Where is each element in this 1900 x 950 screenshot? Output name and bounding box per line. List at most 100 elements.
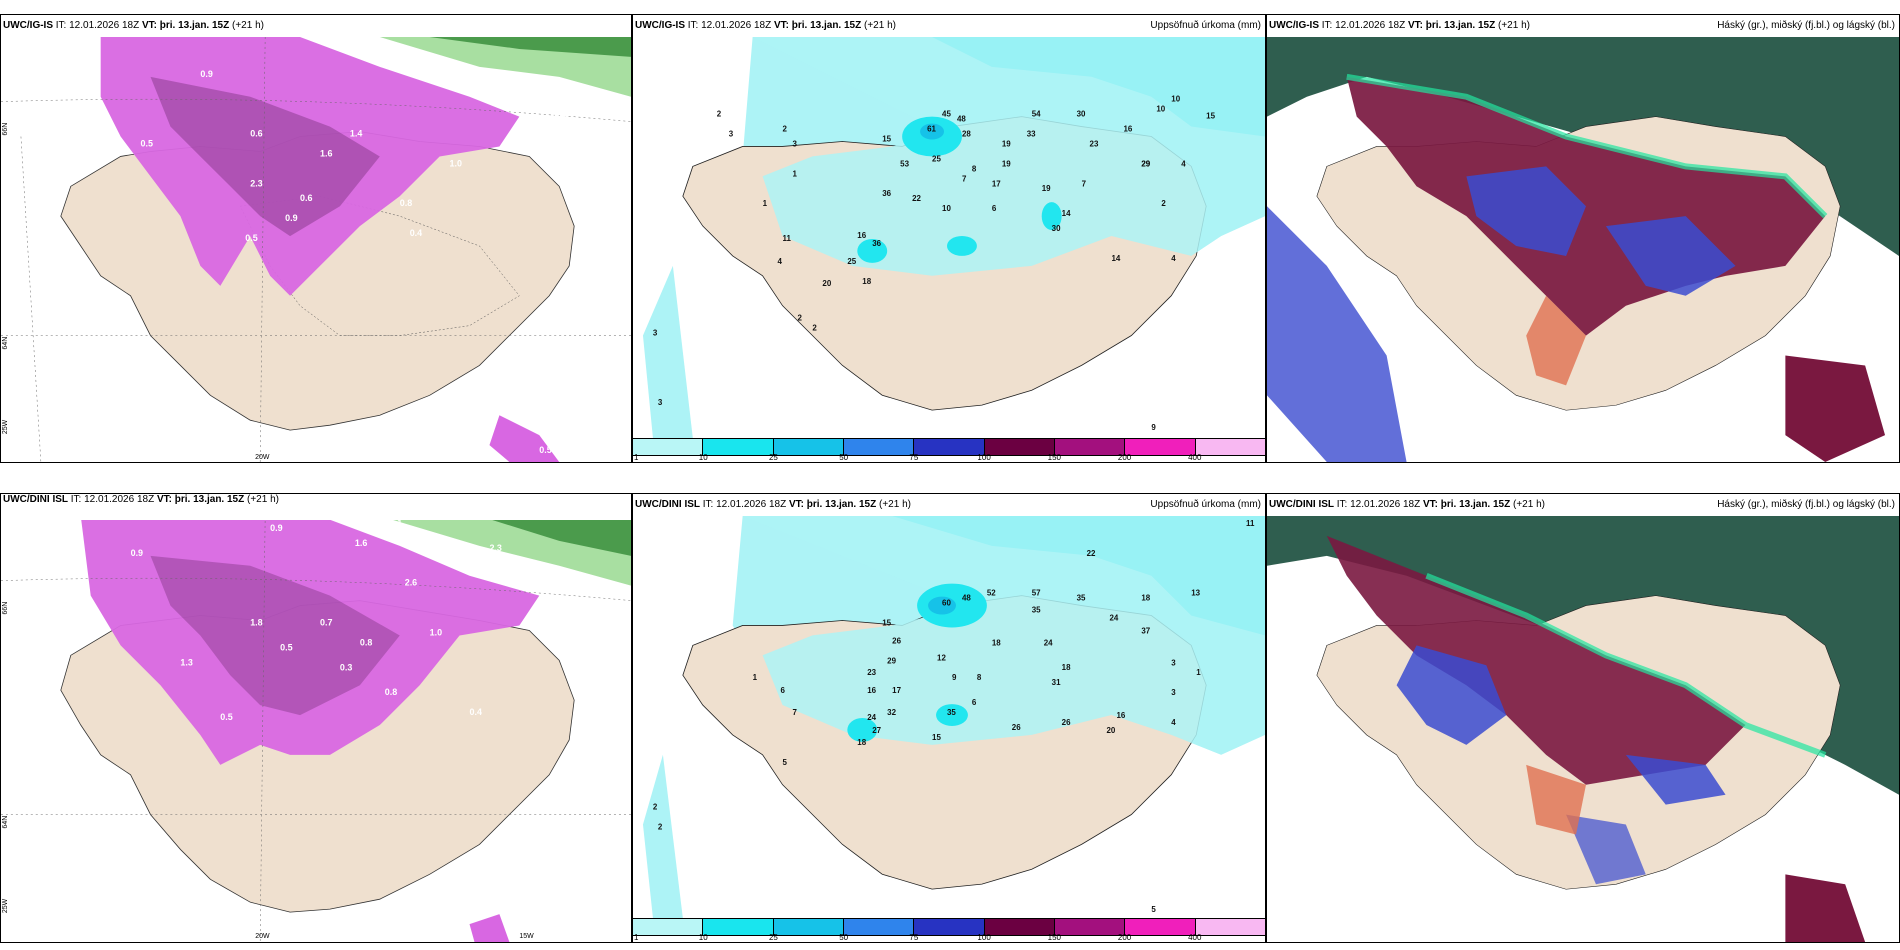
lead-time: (+21 h) [879, 499, 911, 510]
value-label: 0.9 [200, 69, 212, 79]
value-label: 7 [792, 708, 797, 717]
vt-value: þri. 13.jan. 15Z [791, 20, 862, 31]
value-label: 0.9 [131, 548, 143, 558]
value-label: 10 [942, 204, 951, 213]
value-label: 9 [952, 673, 957, 682]
it-label: IT: [702, 499, 714, 510]
panel-bottom-middle: UWC/DINI ISL IT: 12.01.2026 18Z VT: þri.… [632, 493, 1266, 943]
colorbar-label: 150 [1047, 933, 1062, 942]
value-label: 2.3 [489, 543, 501, 553]
value-label: 1.6 [355, 538, 367, 548]
panel-title: Uppsöfnuð úrkoma (mm) [1150, 499, 1261, 510]
value-label: 23 [1090, 139, 1099, 148]
value-label: 1 [763, 199, 768, 208]
value-label: 3 [1171, 688, 1176, 697]
value-label: 24 [1109, 613, 1118, 622]
colorbar-label: 400 [1188, 453, 1202, 462]
colorbar-swatch [1125, 919, 1196, 935]
panel-header: UWC/IG-IS IT: 12.01.2026 18Z VT: þri. 13… [1267, 15, 1899, 37]
value-label: 0.6 [250, 129, 262, 139]
value-label: 52 [987, 589, 996, 598]
colorbar-swatch [984, 919, 1055, 935]
value-label: 10 [1171, 95, 1180, 104]
value-label: 0.3 [340, 662, 352, 672]
value-label: 0.4 [410, 228, 422, 238]
model-name: UWC/DINI ISL [635, 499, 700, 510]
value-label: 2 [1161, 199, 1166, 208]
value-label: 7 [962, 174, 967, 183]
value-label: 7 [1082, 179, 1087, 188]
value-label: 6 [972, 698, 977, 707]
colorbar-label: 100 [977, 933, 991, 942]
value-label: 3 [792, 139, 797, 148]
precip-values: 0.9 1.1 1.6 2.3 0.9 2.6 2.6 1.8 0.5 0.3 … [131, 518, 582, 722]
colorbar-label: 200 [1117, 933, 1132, 942]
colorbar-swatch [984, 439, 1055, 455]
colorbar-swatch [843, 919, 915, 935]
value-label: 0.5 [141, 138, 153, 148]
value-label: 18 [1141, 594, 1150, 603]
colorbar-swatch [703, 439, 774, 455]
precip-values: 2 3 2 3 15 45 48 61 54 30 19 28 10 10 15… [653, 95, 1216, 432]
precip-values: 15 26 29 23 60 48 52 57 35 35 24 22 11 1… [653, 519, 1255, 914]
colorbar-label: 50 [839, 933, 849, 942]
value-label: 54 [1032, 110, 1041, 119]
value-label: 0.8 [360, 637, 372, 647]
model-name: UWC/DINI ISL [3, 494, 68, 505]
value-label: 2 [797, 314, 802, 323]
value-label: 60 [942, 599, 951, 608]
value-label: 6 [781, 686, 786, 695]
colorbar-swatches [633, 918, 1265, 936]
value-label: 33 [1027, 130, 1036, 139]
vt-value: þri. 13.jan. 15Z [159, 20, 230, 31]
value-label: 31 [1052, 678, 1061, 687]
value-label: 32 [887, 708, 896, 717]
it-value: 12.01.2026 18Z [701, 20, 772, 31]
value-label: 9 [1151, 423, 1156, 432]
value-label: 2 [783, 125, 788, 134]
colorbar-legend: 1 10 25 50 75 100 150 200 400 [633, 438, 1265, 462]
vt-value: þri. 13.jan. 15Z [174, 494, 245, 505]
value-label: 0.8 [385, 687, 397, 697]
axis-label-20w: 20W [255, 933, 270, 940]
value-label: 17 [992, 179, 1001, 188]
value-label: 0.6 [300, 193, 312, 203]
colorbar-swatch [1195, 439, 1265, 455]
value-label: 2.3 [250, 178, 262, 188]
value-label: 25 [847, 257, 856, 266]
value-label: 18 [862, 277, 871, 286]
it-label: IT: [687, 20, 699, 31]
value-label: 25 [932, 154, 941, 163]
panel-bottom-right: UWC/DINI ISL IT: 12.01.2026 18Z VT: þri.… [1266, 493, 1900, 943]
value-label: 18 [857, 738, 866, 747]
panel-top-left: UWC/IG-IS IT: 12.01.2026 18Z VT: þri. 13… [0, 14, 632, 463]
value-label: 11 [1246, 519, 1255, 528]
colorbar-label: 400 [1188, 933, 1202, 942]
model-name: UWC/IG-IS [635, 20, 685, 31]
value-label: 22 [912, 194, 921, 203]
value-label: 36 [882, 189, 891, 198]
value-label: 13 [1191, 589, 1200, 598]
vt-label: VT: [788, 499, 804, 510]
value-label: 1.3 [180, 657, 192, 667]
value-label: 5 [1151, 905, 1156, 914]
value-label: 1.0 [450, 158, 462, 168]
value-label: 30 [1077, 110, 1086, 119]
colorbar-label: 1 [634, 453, 639, 462]
value-label: 0.5 [539, 445, 551, 455]
axis-label-64n: 64N [2, 337, 9, 350]
value-label: 0.5 [280, 642, 292, 652]
colorbar-label: 1 [634, 933, 639, 942]
value-label: 16 [857, 231, 866, 240]
value-label: 27 [872, 726, 881, 735]
value-label: 30 [1052, 224, 1061, 233]
value-label: 48 [962, 594, 971, 603]
model-name: UWC/IG-IS [1269, 20, 1319, 31]
value-label: 1 [1196, 668, 1201, 677]
value-label: 24 [1044, 638, 1053, 647]
value-label: 18 [1062, 663, 1071, 672]
colorbar-swatch [914, 439, 985, 455]
vt-label: VT: [156, 494, 172, 505]
it-value: 12.01.2026 18Z [716, 499, 787, 510]
colorbar-label: 25 [768, 453, 778, 462]
